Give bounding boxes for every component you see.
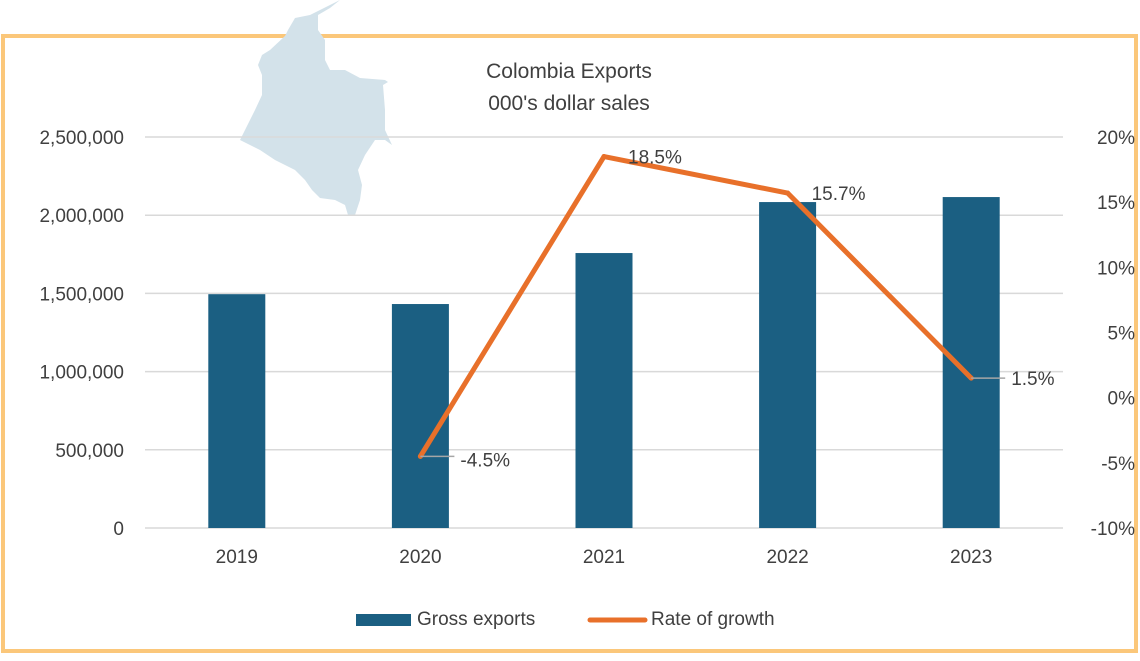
x-axis-tick-label: 2019 <box>216 547 258 568</box>
legend-swatch-gross-exports <box>356 614 411 626</box>
growth-data-label: -4.5% <box>460 450 510 471</box>
legend-label-gross-exports: Gross exports <box>417 609 535 630</box>
growth-data-label: 1.5% <box>1011 369 1054 390</box>
legend-label-rate-of-growth: Rate of growth <box>651 609 775 630</box>
bar-2020 <box>391 304 449 528</box>
growth-line <box>417 154 974 459</box>
left-axis-tick-label: 1,000,000 <box>39 363 124 384</box>
left-axis-tick-label: 1,500,000 <box>39 284 124 305</box>
right-axis-tick-label: 15% <box>1097 193 1135 214</box>
right-axis-tick-label: -5% <box>1101 454 1135 475</box>
left-axis-tick-label: 500,000 <box>55 441 124 462</box>
right-axis-tick-label: 20% <box>1097 128 1135 149</box>
chart-frame <box>1 34 1138 653</box>
right-axis-tick-label: 5% <box>1108 324 1136 345</box>
bar-2019 <box>208 294 266 528</box>
chart-subtitle: 000's dollar sales <box>488 92 650 115</box>
growth-data-label: 15.7% <box>812 184 866 205</box>
growth-point-2022 <box>785 190 791 196</box>
left-axis-tick-label: 0 <box>113 519 124 540</box>
left-axis-tick-label: 2,000,000 <box>39 206 124 227</box>
right-axis-tick-label: 0% <box>1108 389 1136 410</box>
chart-title: Colombia Exports <box>486 60 652 83</box>
bar-2023 <box>942 197 1000 528</box>
x-axis-tick-label: 2021 <box>583 547 625 568</box>
bar-2022 <box>759 202 817 529</box>
growth-data-label: 18.5% <box>628 148 682 169</box>
right-axis-tick-label: 10% <box>1097 258 1135 279</box>
x-axis-tick-label: 2020 <box>399 547 441 568</box>
left-axis-tick-label: 2,500,000 <box>39 128 124 149</box>
legend: Gross exports Rate of growth <box>356 609 775 630</box>
right-axis-tick-label: -10% <box>1091 519 1135 540</box>
x-axis-tick-label: 2023 <box>950 547 992 568</box>
colombia-map-image <box>240 0 392 215</box>
growth-point-2021 <box>601 154 607 160</box>
bar-2021 <box>575 253 633 528</box>
x-axis-tick-label: 2022 <box>766 547 808 568</box>
